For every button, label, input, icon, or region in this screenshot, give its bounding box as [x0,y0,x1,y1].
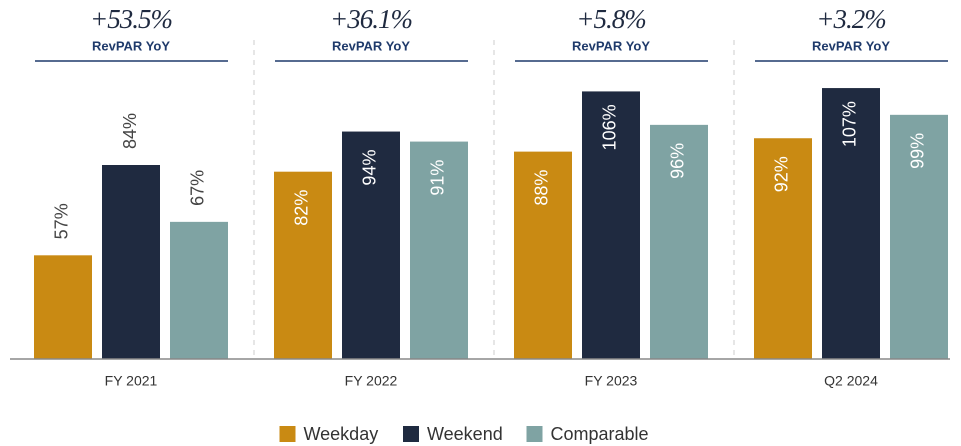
value-label: 67% [188,170,208,206]
bar [342,131,400,359]
legend-swatch [403,426,419,442]
bar [34,255,92,359]
bar [582,91,640,360]
value-label: 88% [532,170,552,206]
value-label: 57% [52,203,72,239]
annotation: +3.2% [816,4,885,34]
bar [890,114,948,360]
value-label: 91% [428,160,448,196]
bar [822,88,880,359]
annotation: +53.5% [90,4,172,34]
x-tick-label: FY 2021 [105,373,158,389]
bar [102,165,160,359]
annotation-label: RevPAR YoY [332,38,410,53]
x-tick-label: FY 2023 [585,373,638,389]
value-label: 92% [772,156,792,192]
bar [170,221,228,359]
bar [650,124,708,360]
annotation: +36.1% [330,4,412,34]
annotation-label: RevPAR YoY [92,38,170,53]
legend-label: Weekday [304,424,379,444]
value-label: 84% [120,113,140,149]
legend-swatch [279,426,296,442]
value-label: 94% [360,150,380,186]
value-label: 82% [292,190,312,226]
value-label: 107% [840,101,860,147]
legend-label: Weekend [427,424,503,444]
annotation: +5.8% [576,4,645,34]
bar [754,138,812,359]
bar [274,171,332,359]
value-label: 106% [600,104,620,150]
bar [410,141,468,359]
value-label: 99% [908,133,928,169]
value-label: 96% [668,143,688,179]
annotation-label: RevPAR YoY [812,38,890,53]
x-tick-label: Q2 2024 [824,373,878,389]
annotation-label: RevPAR YoY [572,38,650,53]
legend-swatch [526,426,543,442]
legend-label: Comparable [551,424,649,444]
x-tick-label: FY 2022 [345,373,398,389]
bar [514,151,572,359]
